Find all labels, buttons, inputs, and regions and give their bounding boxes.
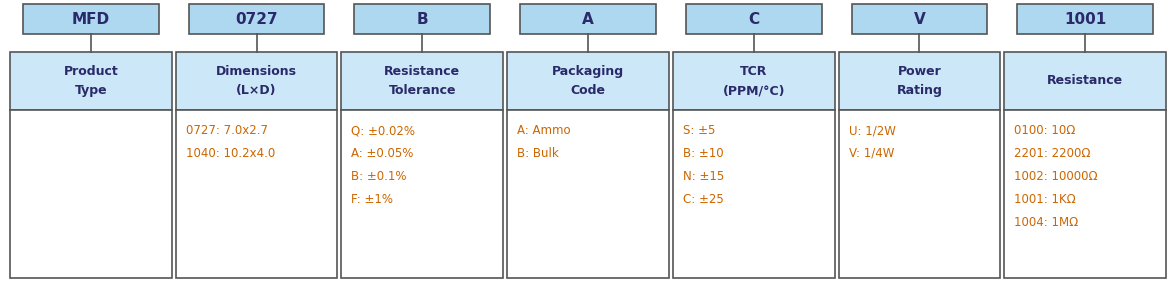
Text: A: Ammo
B: Bulk: A: Ammo B: Bulk <box>517 124 570 160</box>
Bar <box>24 4 159 34</box>
Text: Resistance: Resistance <box>1047 74 1123 87</box>
Bar <box>1004 52 1165 110</box>
Text: S: ±5
B: ±10
N: ±15
C: ±25: S: ±5 B: ±10 N: ±15 C: ±25 <box>683 124 724 206</box>
Text: Dimensions
(L×D): Dimensions (L×D) <box>216 65 298 97</box>
Text: Packaging
Code: Packaging Code <box>552 65 624 97</box>
Text: Resistance
Tolerance: Resistance Tolerance <box>385 65 460 97</box>
Bar <box>1017 4 1152 34</box>
Bar <box>175 110 338 278</box>
Bar <box>686 4 822 34</box>
Text: Power
Rating: Power Rating <box>896 65 942 97</box>
Bar <box>838 110 1001 278</box>
Text: C: C <box>748 12 760 27</box>
Bar <box>11 110 172 278</box>
Bar <box>11 52 172 110</box>
Text: 0727: 7.0x2.7
1040: 10.2x4.0: 0727: 7.0x2.7 1040: 10.2x4.0 <box>186 124 275 160</box>
Text: V: V <box>914 12 926 27</box>
Bar <box>175 52 338 110</box>
Bar <box>341 52 503 110</box>
Text: A: A <box>582 12 594 27</box>
Bar <box>1004 110 1165 278</box>
Bar <box>341 110 503 278</box>
Text: MFD: MFD <box>72 12 109 27</box>
Bar <box>520 4 656 34</box>
Text: Q: ±0.02%
A: ±0.05%
B: ±0.1%
F: ±1%: Q: ±0.02% A: ±0.05% B: ±0.1% F: ±1% <box>352 124 415 206</box>
Bar <box>838 52 1001 110</box>
Text: U: 1/2W
V: 1/4W: U: 1/2W V: 1/4W <box>849 124 895 160</box>
Text: B: B <box>416 12 428 27</box>
Bar <box>673 110 835 278</box>
Text: 1001: 1001 <box>1064 12 1107 27</box>
Text: 0100: 10Ω
2201: 2200Ω
1002: 10000Ω
1001: 1KΩ
1004: 1MΩ: 0100: 10Ω 2201: 2200Ω 1002: 10000Ω 1001:… <box>1014 124 1098 229</box>
Text: 0727: 0727 <box>235 12 278 27</box>
Bar <box>851 4 988 34</box>
Bar <box>507 110 669 278</box>
Bar <box>188 4 325 34</box>
Bar <box>507 52 669 110</box>
Text: TCR
(PPM/°C): TCR (PPM/°C) <box>722 65 784 97</box>
Bar <box>673 52 835 110</box>
Text: Product
Type: Product Type <box>64 65 119 97</box>
Bar <box>354 4 490 34</box>
